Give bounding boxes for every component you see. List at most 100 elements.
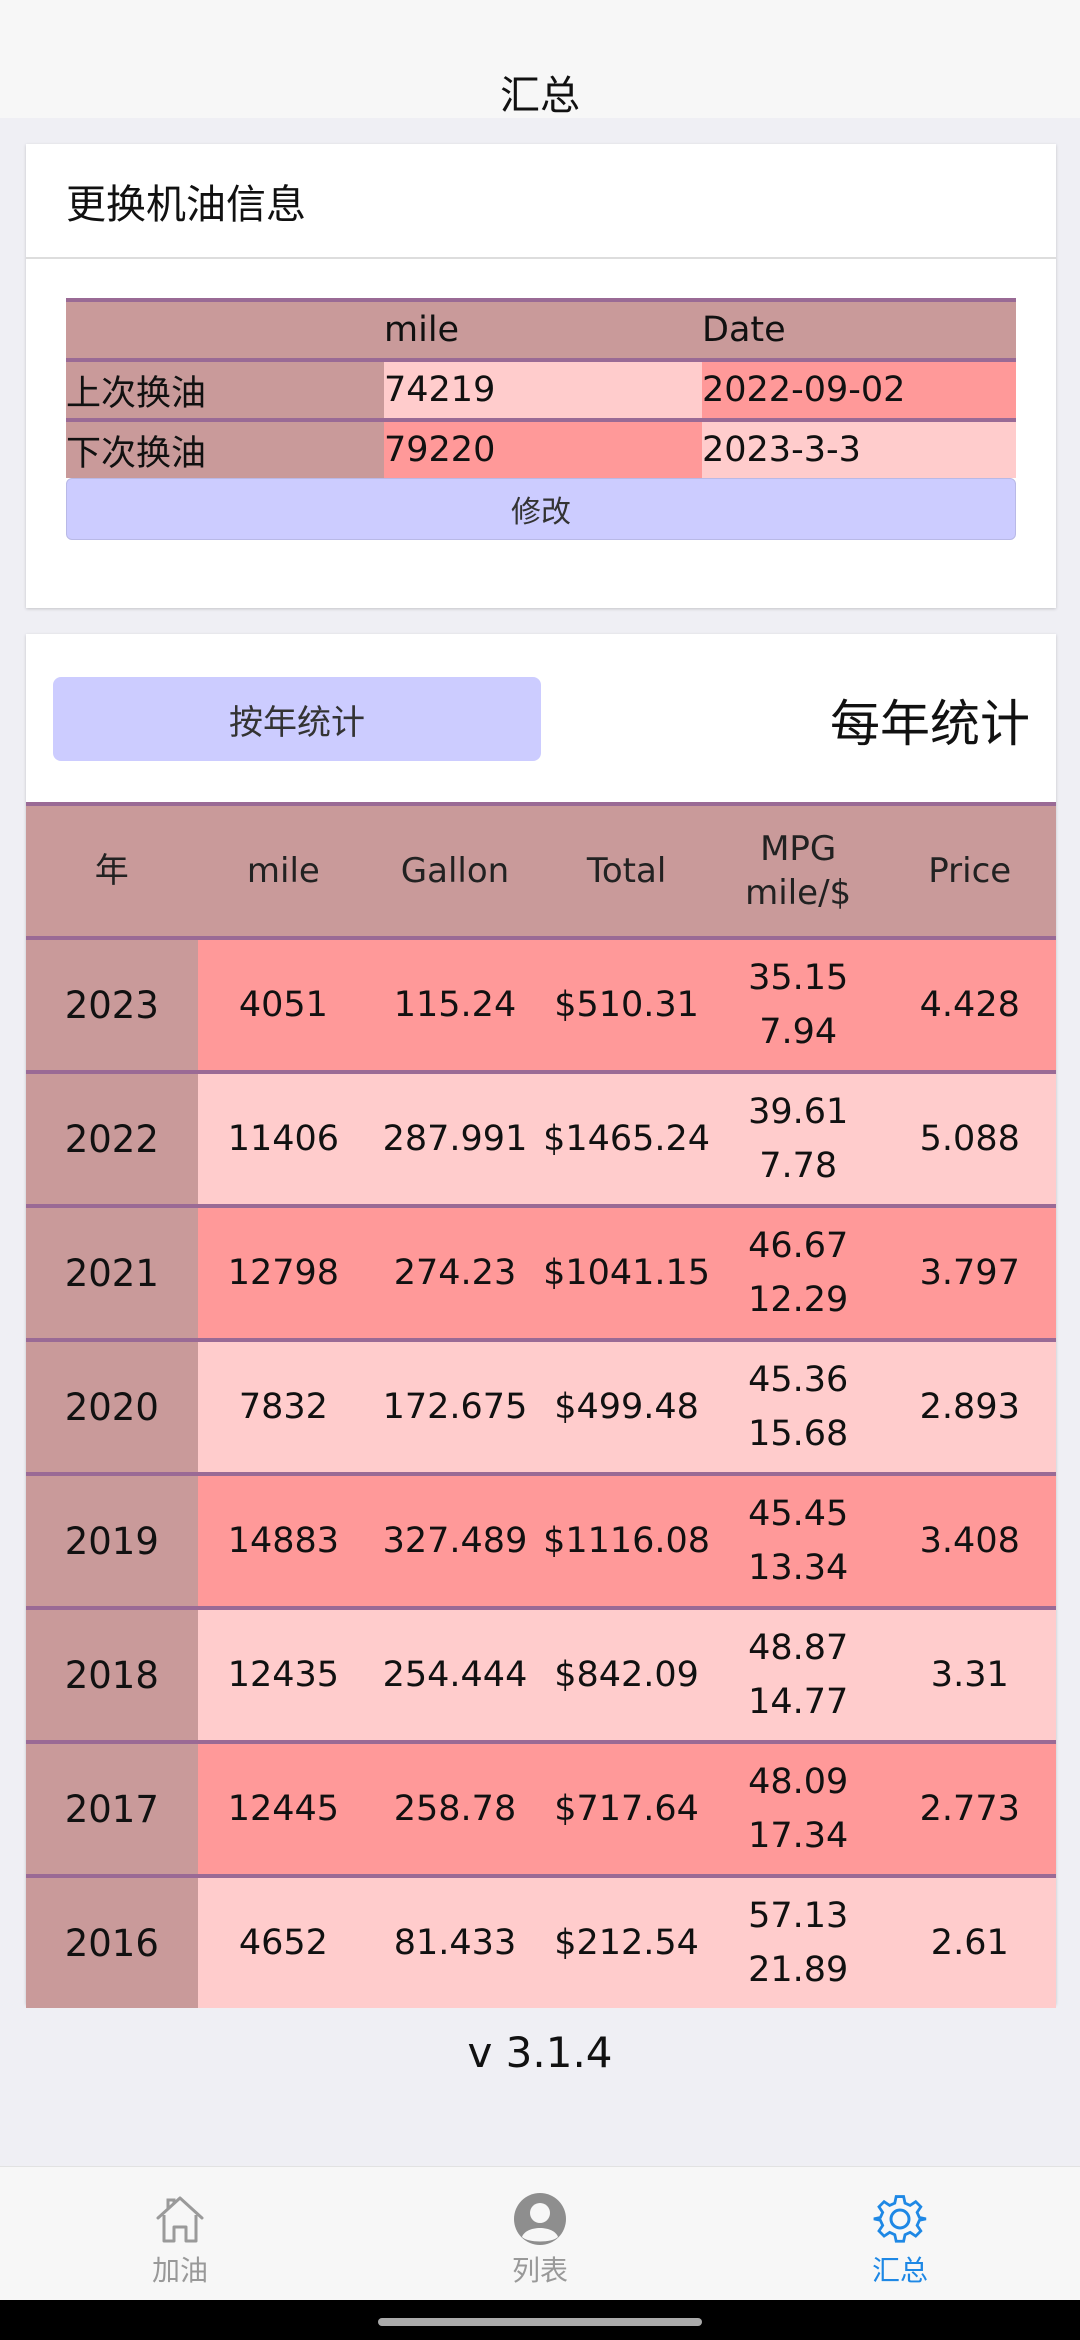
cell-mpg: 48.09 17.34 — [712, 1744, 884, 1874]
cell-gallon: 274.23 — [393, 1253, 517, 1293]
cell-price: 4.428 — [919, 985, 1020, 1025]
col-mile-per-dollar-label: mile/$ — [745, 873, 852, 913]
stats-toolbar: 按年统计 每年统计 — [26, 634, 1056, 802]
tab-label: 列表 — [511, 2254, 568, 2287]
oil-header-label — [66, 302, 384, 358]
cell-total: $212.54 — [554, 1923, 699, 1963]
cell-year: 2018 — [26, 1610, 198, 1740]
cell-year: 2020 — [26, 1342, 198, 1472]
cell-price: 2.893 — [919, 1387, 1020, 1427]
cell-mpg: 35.15 7.94 — [712, 940, 884, 1070]
cell-total: $1116.08 — [543, 1521, 711, 1561]
stats-row: 2018 12435 254.444 $842.09 48.87 14.77 3.31 — [26, 1606, 1056, 1740]
page-title: 汇总 — [500, 73, 580, 119]
cell-price: 3.797 — [919, 1253, 1020, 1293]
cell-mpg-value: 35.15 — [748, 957, 849, 998]
cell-mile-per-dollar: 14.77 — [748, 1682, 849, 1722]
cell-mile: 12798 — [227, 1253, 340, 1293]
oil-row-next: 下次换油 79220 2023-3-3 — [66, 418, 1016, 478]
tab-bar: 加油 列表 汇总 — [0, 2166, 1080, 2301]
oil-row-mile: 74219 — [384, 362, 702, 418]
cell-total: $717.64 — [554, 1789, 699, 1829]
cell-mile: 4652 — [238, 1923, 328, 1963]
cell-mile-per-dollar: 21.89 — [748, 1950, 849, 1990]
cell-price: 3.31 — [930, 1655, 1009, 1695]
oil-row-date: 2022-09-02 — [702, 362, 1016, 418]
tab-list[interactable]: 列表 — [440, 2191, 640, 2289]
cell-price: 2.773 — [919, 1789, 1020, 1829]
col-year: 年 — [94, 850, 129, 891]
oil-row-mile: 79220 — [384, 422, 702, 478]
cell-mile-per-dollar: 17.34 — [748, 1816, 849, 1856]
oil-table-header: mile Date — [66, 298, 1016, 358]
col-price: Price — [928, 850, 1012, 891]
oil-row-label: 下次换油 — [66, 422, 384, 478]
cell-mile-per-dollar: 15.68 — [748, 1414, 849, 1454]
user-icon — [514, 2193, 566, 2245]
cell-total: $1041.15 — [543, 1253, 711, 1293]
oil-change-card: 更换机油信息 mile Date 上次换油 74219 2022-09-02 下… — [26, 144, 1056, 608]
cell-year: 2021 — [26, 1208, 198, 1338]
cell-price: 5.088 — [919, 1119, 1020, 1159]
stats-title: 每年统计 — [830, 695, 1030, 753]
col-total: Total — [586, 850, 667, 891]
cell-gallon: 258.78 — [393, 1789, 517, 1829]
tab-label: 汇总 — [871, 2254, 928, 2287]
version-label: v 3.1.4 — [467, 2028, 613, 2077]
cell-mpg: 57.13 21.89 — [712, 1878, 884, 2008]
cell-gallon: 287.991 — [382, 1119, 528, 1159]
cell-price: 3.408 — [919, 1521, 1020, 1561]
stats-row: 2019 14883 327.489 $1116.08 45.45 13.34 3.408 — [26, 1472, 1056, 1606]
col-mpg: MPG mile/$ — [712, 806, 884, 936]
stats-row: 2017 12445 258.78 $717.64 48.09 17.34 2.773 — [26, 1740, 1056, 1874]
stats-row: 2020 7832 172.675 $499.48 45.36 15.68 2.893 — [26, 1338, 1056, 1472]
cell-mile-per-dollar: 12.29 — [748, 1280, 849, 1320]
stats-row: 2016 4652 81.433 $212.54 57.13 21.89 2.61 — [26, 1874, 1056, 2008]
stats-table-body: 2023 4051 115.24 $510.31 35.15 7.94 4.428 2022 1… — [26, 936, 1056, 2008]
cell-mpg: 45.45 13.34 — [712, 1476, 884, 1606]
cell-gallon: 327.489 — [382, 1521, 528, 1561]
col-mpg-label: MPG — [760, 828, 837, 869]
stats-row: 2021 12798 274.23 $1041.15 46.67 12.29 3.797 — [26, 1204, 1056, 1338]
cell-year: 2019 — [26, 1476, 198, 1606]
cell-mpg: 48.87 14.77 — [712, 1610, 884, 1740]
cell-year: 2023 — [26, 940, 198, 1070]
system-nav-bar — [0, 2300, 1080, 2340]
home-icon — [156, 2196, 204, 2243]
cell-mpg-value: 48.87 — [748, 1627, 849, 1668]
cell-year: 2022 — [26, 1074, 198, 1204]
cell-mpg-value: 48.09 — [748, 1761, 849, 1802]
oil-change-table: mile Date 上次换油 74219 2022-09-02 下次换油 792… — [66, 298, 1016, 540]
cell-mpg-value: 45.45 — [748, 1493, 849, 1534]
cell-mpg: 45.36 15.68 — [712, 1342, 884, 1472]
cell-mpg-value: 39.61 — [748, 1091, 849, 1132]
cell-mile: 4051 — [238, 985, 328, 1025]
tab-label: 加油 — [151, 2254, 208, 2287]
cell-mile: 14883 — [227, 1521, 340, 1561]
cell-year: 2017 — [26, 1744, 198, 1874]
cell-mile: 11406 — [227, 1119, 340, 1159]
cell-gallon: 81.433 — [393, 1923, 517, 1963]
tab-summary[interactable]: 汇总 — [800, 2191, 1000, 2289]
cell-gallon: 172.675 — [382, 1387, 528, 1427]
cell-mile-per-dollar: 7.78 — [759, 1146, 838, 1186]
app-header: 汇总 — [0, 0, 1080, 118]
oil-header-date: Date — [702, 310, 786, 350]
yearly-stats-card: 按年统计 每年统计 年 mile Gallon Total MPG mile/$… — [26, 634, 1056, 2008]
stats-row: 2023 4051 115.24 $510.31 35.15 7.94 4.428 — [26, 936, 1056, 1070]
cell-gallon: 254.444 — [382, 1655, 528, 1695]
stats-by-year-button[interactable]: 按年统计 — [53, 677, 541, 761]
stats-table-header: 年 mile Gallon Total MPG mile/$ Price — [26, 802, 1056, 936]
col-mile: mile — [246, 850, 320, 891]
cell-mpg-value: 46.67 — [748, 1225, 849, 1266]
stats-row: 2022 11406 287.991 $1465.24 39.61 7.78 5.088 — [26, 1070, 1056, 1204]
home-indicator[interactable] — [378, 2318, 702, 2326]
oil-row-last: 上次换油 74219 2022-09-02 — [66, 358, 1016, 418]
edit-button[interactable]: 修改 — [66, 478, 1016, 540]
cell-mile: 12435 — [227, 1655, 340, 1695]
tab-refuel[interactable]: 加油 — [80, 2191, 280, 2289]
cell-mpg: 39.61 7.78 — [712, 1074, 884, 1204]
cell-total: $499.48 — [554, 1387, 699, 1427]
oil-row-date: 2023-3-3 — [702, 422, 1016, 478]
cell-mile: 12445 — [227, 1789, 340, 1829]
